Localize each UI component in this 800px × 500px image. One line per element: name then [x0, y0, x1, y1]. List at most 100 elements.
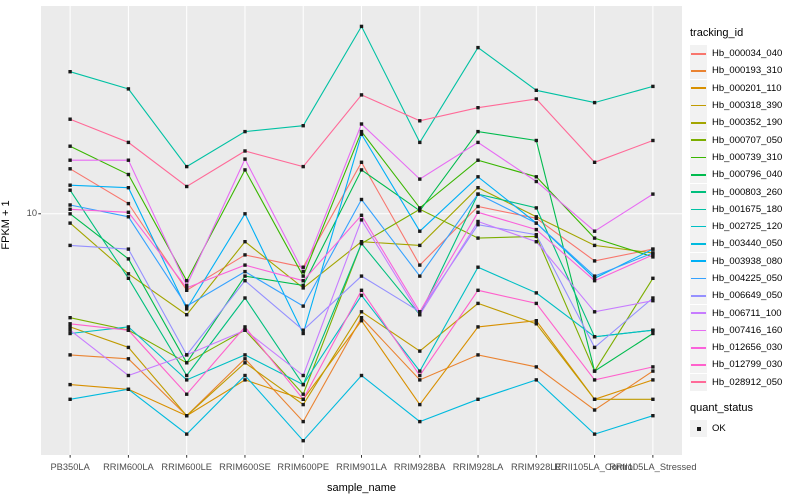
- data-point: [185, 307, 189, 311]
- data-point: [534, 365, 538, 369]
- data-point: [592, 229, 597, 233]
- data-point: [243, 361, 247, 365]
- legend-item-Hb_000201_110: Hb_000201_110: [690, 79, 800, 97]
- data-point: [592, 100, 597, 105]
- data-point: [301, 283, 305, 288]
- x-tick-label: RRIM928BA: [394, 462, 446, 472]
- data-point: [243, 129, 247, 134]
- line-swatch-icon: [691, 104, 706, 107]
- legend-item-Hb_000318_390: Hb_000318_390: [690, 97, 800, 115]
- data-point: [476, 192, 480, 196]
- data-point: [476, 288, 480, 292]
- line-swatch-icon: [691, 364, 706, 366]
- legend-label: Hb_000201_110: [712, 82, 782, 94]
- legend-label: OK: [712, 423, 726, 435]
- data-point: [126, 210, 131, 214]
- data-point: [476, 353, 480, 357]
- data-point: [592, 397, 597, 401]
- data-point: [243, 328, 247, 332]
- data-point: [418, 243, 422, 248]
- data-point: [418, 349, 422, 353]
- x-tick-label: RRIM600PE: [277, 462, 329, 472]
- data-point: [476, 45, 480, 50]
- line-swatch-icon: [691, 52, 706, 55]
- line-swatch-icon: [691, 208, 706, 211]
- legend-key-line: [690, 287, 707, 305]
- data-point: [418, 274, 422, 278]
- x-axis-title: sample_name: [326, 482, 397, 494]
- legend-item-Hb_001675_180: Hb_001675_180: [690, 200, 800, 218]
- data-point: [68, 117, 72, 121]
- data-point: [185, 279, 189, 283]
- data-point: [534, 319, 538, 323]
- legend-key-line: [690, 114, 707, 132]
- x-tick-label: RRII105LA_Control: [554, 462, 635, 472]
- data-point: [418, 206, 422, 210]
- data-point: [185, 184, 189, 189]
- data-point: [476, 140, 480, 145]
- data-point: [359, 241, 364, 246]
- legend-key-line: [690, 79, 707, 97]
- data-point: [592, 274, 597, 278]
- data-point: [359, 24, 364, 29]
- data-point: [243, 212, 247, 216]
- data-point: [476, 129, 480, 134]
- legend-label: Hb_002725_120: [712, 221, 783, 233]
- data-point: [68, 322, 72, 326]
- data-point: [185, 432, 189, 436]
- data-point: [592, 259, 597, 263]
- legend-label: Hb_012799_030: [712, 359, 783, 371]
- line-swatch-icon: [691, 312, 706, 314]
- data-point: [651, 378, 655, 382]
- data-point: [651, 255, 655, 259]
- data-point: [301, 328, 305, 332]
- legend-item-quant-ok: OK: [690, 420, 800, 438]
- legend-title-tracking-id: tracking_id: [690, 27, 744, 39]
- data-point: [651, 276, 655, 280]
- data-point: [126, 325, 131, 329]
- legend-label: Hb_000318_390: [712, 100, 783, 112]
- x-tick-label: RRIM600LE: [161, 462, 212, 472]
- data-point: [534, 138, 538, 143]
- data-point: [476, 301, 480, 306]
- data-point: [185, 378, 189, 382]
- data-point: [126, 272, 131, 276]
- legend-key-line: [690, 131, 707, 149]
- data-point: [185, 313, 189, 317]
- data-point: [126, 276, 131, 280]
- legend-key-line: [690, 183, 707, 201]
- data-point: [185, 373, 189, 378]
- x-tick-label: RRIM600LA: [103, 462, 154, 472]
- legend-item-Hb_028912_050: Hb_028912_050: [690, 373, 800, 391]
- data-point: [476, 158, 480, 162]
- data-point: [126, 140, 131, 145]
- data-point: [301, 304, 305, 308]
- legend-item-Hb_007416_160: Hb_007416_160: [690, 321, 800, 339]
- legend-item-Hb_002725_120: Hb_002725_120: [690, 218, 800, 236]
- data-point: [359, 316, 364, 320]
- line-swatch-icon: [691, 277, 706, 280]
- legend-item-Hb_000707_050: Hb_000707_050: [690, 131, 800, 149]
- data-point: [359, 213, 364, 217]
- data-point: [534, 240, 538, 244]
- data-point: [592, 276, 597, 280]
- data-point: [243, 274, 247, 278]
- data-point: [592, 160, 597, 164]
- legend-item-Hb_000352_190: Hb_000352_190: [690, 114, 800, 132]
- data-point: [476, 210, 480, 214]
- data-point: [126, 172, 131, 177]
- data-point: [126, 345, 131, 350]
- data-point: [651, 138, 655, 143]
- data-point: [651, 247, 655, 251]
- data-point: [243, 378, 247, 382]
- data-point: [185, 286, 189, 290]
- legend-label: Hb_012656_030: [712, 342, 783, 354]
- data-point: [476, 236, 480, 240]
- data-point: [651, 369, 655, 373]
- data-point: [243, 296, 247, 300]
- data-point: [651, 414, 655, 418]
- line-swatch-icon: [691, 122, 706, 124]
- legend-key-line: [690, 200, 707, 218]
- data-point: [68, 212, 72, 216]
- legend-label: Hb_004225_050: [712, 273, 783, 284]
